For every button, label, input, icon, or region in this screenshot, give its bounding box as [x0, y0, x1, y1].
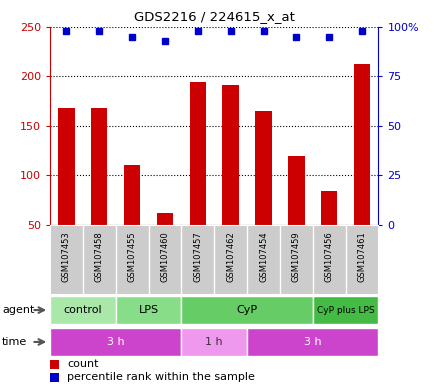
Bar [181, 296, 312, 324]
Text: 3 h: 3 h [303, 337, 321, 347]
Text: time: time [2, 337, 27, 347]
Bar [189, 82, 206, 225]
Bar [50, 296, 115, 324]
Text: agent: agent [2, 305, 34, 315]
Text: count: count [67, 359, 99, 369]
Text: GSM107456: GSM107456 [324, 231, 333, 281]
Bar [50, 360, 59, 369]
Bar [222, 85, 238, 225]
Text: 3 h: 3 h [107, 337, 124, 347]
Text: GSM107454: GSM107454 [258, 231, 267, 281]
Text: control: control [63, 305, 102, 315]
Text: CyP: CyP [236, 305, 257, 315]
Text: GSM107462: GSM107462 [226, 231, 235, 281]
Text: GSM107459: GSM107459 [291, 231, 300, 281]
Bar [58, 108, 75, 225]
Bar [91, 108, 107, 225]
Bar [320, 191, 337, 225]
Text: GSM107458: GSM107458 [95, 231, 104, 281]
Bar [247, 328, 378, 356]
Text: LPS: LPS [138, 305, 158, 315]
Bar [50, 373, 59, 382]
Bar [287, 156, 304, 225]
Text: GSM107453: GSM107453 [62, 231, 71, 281]
Bar [50, 328, 181, 356]
Bar [312, 296, 378, 324]
Bar [124, 166, 140, 225]
Bar [115, 296, 181, 324]
Text: 1 h: 1 h [205, 337, 223, 347]
Text: GSM107460: GSM107460 [160, 231, 169, 281]
Text: percentile rank within the sample: percentile rank within the sample [67, 372, 255, 382]
Bar [156, 213, 173, 225]
Bar [353, 65, 369, 225]
Text: CyP plus LPS: CyP plus LPS [316, 306, 374, 314]
Bar [181, 328, 247, 356]
Bar [255, 111, 271, 225]
Text: GSM107455: GSM107455 [127, 231, 136, 281]
Title: GDS2216 / 224615_x_at: GDS2216 / 224615_x_at [134, 10, 294, 23]
Text: GSM107457: GSM107457 [193, 231, 202, 281]
Text: GSM107461: GSM107461 [357, 231, 366, 281]
